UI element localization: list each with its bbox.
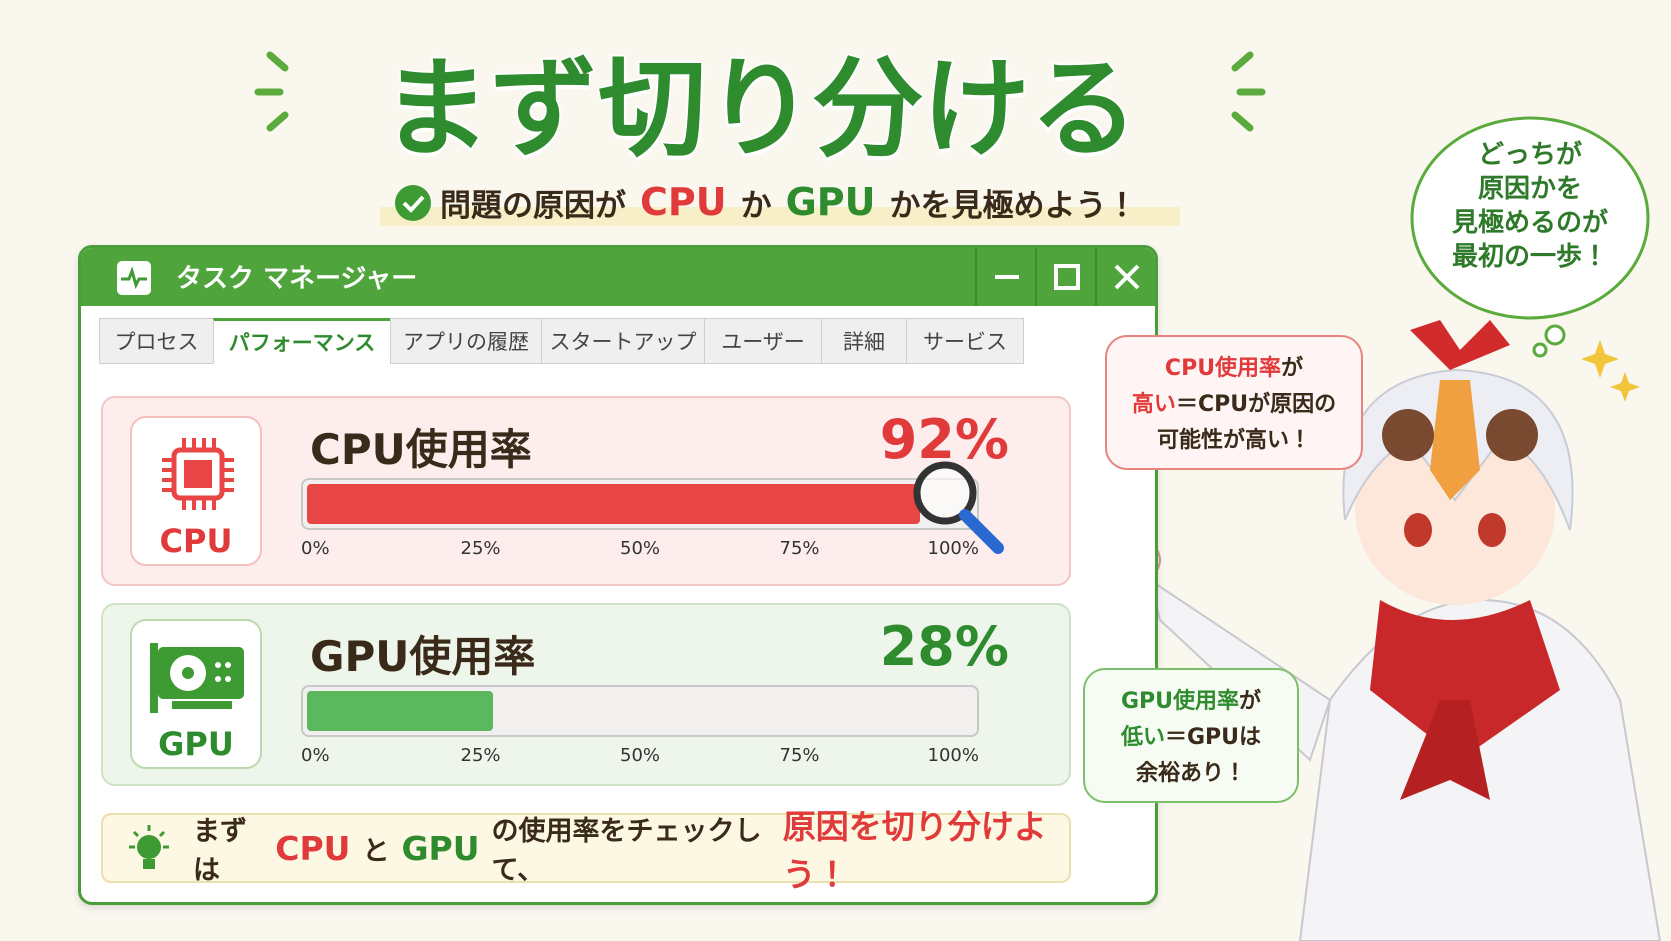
gpu-value: 28% bbox=[879, 615, 1009, 678]
text-part: か bbox=[740, 187, 772, 224]
tip: まずは CPU と GPU の使用率をチェックして、 原因を切り分けよう！ bbox=[101, 807, 1071, 894]
window-title: タスク マネージャー bbox=[176, 264, 418, 294]
cpu-chip-icon bbox=[162, 438, 234, 510]
text-part: かを見極めよう！ bbox=[889, 187, 1138, 224]
text-part: GPU使用率 bbox=[1120, 689, 1240, 714]
cpu-speech-bubble: CPU使用率が 高い＝CPUが原因の 可能性が高い！ bbox=[1105, 335, 1363, 470]
bubble-line: CPU使用率が bbox=[1107, 351, 1361, 387]
text-part: まずは bbox=[193, 816, 247, 886]
cpu-icon-box: CPU bbox=[130, 416, 262, 566]
text-part: CPU bbox=[275, 828, 351, 868]
tab[interactable]: プロセス bbox=[99, 318, 214, 364]
gpu-speech-bubble: GPU使用率が 低い＝GPUは 余裕あり！ bbox=[1083, 668, 1299, 803]
tick-label: 75% bbox=[779, 538, 820, 559]
subtitle: 問題の原因が CPU か GPU かを見極めよう！ bbox=[380, 178, 1180, 226]
text-part: 高い bbox=[1131, 392, 1176, 417]
cpu-ticks: 0% 25% 50% 75% 100% bbox=[301, 538, 979, 562]
tick-label: 50% bbox=[619, 745, 661, 766]
check-icon bbox=[395, 185, 431, 221]
task-manager-window: タスク マネージャー プロセス パフォーマンス アプリの履歴 スタートアップ ユーザー詳… bbox=[78, 245, 1158, 905]
text-part: ＝CPUが原因の bbox=[1175, 392, 1337, 417]
text-part: が bbox=[1239, 689, 1262, 714]
tick-label: 25% bbox=[460, 745, 501, 766]
text-part: GPU bbox=[785, 180, 876, 224]
thought-line: どっちが bbox=[1477, 140, 1582, 170]
thought-cloud bbox=[1410, 116, 1650, 358]
gpu-bar bbox=[307, 691, 494, 731]
magnifier-icon bbox=[913, 461, 1004, 554]
bubble-line: 余裕あり！ bbox=[1085, 756, 1297, 792]
text-part: CPU使用率 bbox=[1164, 356, 1282, 381]
tick-label: 100% bbox=[927, 745, 979, 766]
text-part: 原因を切り分けよう！ bbox=[782, 807, 1047, 894]
tab[interactable]: スタートアップ bbox=[541, 318, 705, 364]
close-button[interactable] bbox=[1095, 248, 1155, 306]
gpu-panel: GPU GPU使用率 28% 0% 25% 50% 75% 100% bbox=[101, 603, 1071, 786]
text-part: 低い bbox=[1120, 725, 1165, 750]
minimize-button[interactable] bbox=[975, 248, 1035, 306]
tick-label: 25% bbox=[460, 538, 501, 559]
tick-label: 0% bbox=[301, 745, 330, 766]
text-part: 余裕あり！ bbox=[1135, 761, 1246, 786]
cpu-panel: CPU CPU使用率 92% 0% 25% 50% 75% 100% bbox=[101, 396, 1071, 586]
cpu-label: CPU使用率 bbox=[310, 425, 532, 474]
bubble-line: 可能性が高い！ bbox=[1107, 423, 1361, 459]
title: まず切り分ける bbox=[380, 46, 1139, 174]
thought-line: 原因かを bbox=[1477, 174, 1582, 204]
lightbulb-icon bbox=[129, 825, 169, 869]
maximize-icon bbox=[1054, 264, 1080, 290]
thought-line: 最初の一歩！ bbox=[1451, 242, 1608, 272]
text-part: CPU bbox=[640, 180, 727, 224]
tab[interactable]: パフォーマンス bbox=[213, 318, 391, 364]
gpu-ticks: 0% 25% 50% 75% 100% bbox=[301, 745, 979, 769]
tick-label: 100% bbox=[927, 538, 979, 559]
title-bar: タスク マネージャー bbox=[81, 248, 1155, 306]
tick-label: 75% bbox=[779, 745, 820, 766]
thought-line: 見極めるのが bbox=[1451, 208, 1608, 238]
bubble-line: GPU使用率が bbox=[1085, 684, 1297, 720]
tab[interactable]: 詳細 bbox=[821, 318, 907, 364]
tab[interactable]: アプリの履歴 bbox=[390, 318, 542, 364]
bubble-line: 低い＝GPUは bbox=[1085, 720, 1297, 756]
text-part: と bbox=[362, 835, 390, 867]
gpu-label: GPU使用率 bbox=[310, 632, 536, 681]
tab[interactable]: ユーザー bbox=[704, 318, 822, 364]
sparkle-lines bbox=[254, 51, 1266, 132]
text-part: が bbox=[1281, 356, 1304, 381]
tick-label: 50% bbox=[619, 538, 661, 559]
cpu-bar bbox=[307, 484, 920, 524]
bubble-line: 高い＝CPUが原因の bbox=[1107, 387, 1361, 423]
cpu-icon-label: CPU bbox=[159, 522, 233, 560]
stars bbox=[1581, 340, 1640, 402]
gpu-card-icon bbox=[150, 643, 244, 713]
cpu-track bbox=[301, 478, 979, 530]
app-icon bbox=[117, 261, 151, 295]
tick-label: 0% bbox=[301, 538, 330, 559]
thought-text: どっちが原因かを見極めるのが 最初の一歩！ bbox=[1410, 138, 1650, 274]
maximize-button[interactable] bbox=[1035, 248, 1095, 306]
text-part: 可能性が高い！ bbox=[1156, 428, 1311, 453]
text-part: の使用率をチェックして、 bbox=[491, 816, 762, 886]
cpu-value: 92% bbox=[879, 408, 1009, 471]
gpu-icon-label: GPU bbox=[158, 725, 234, 763]
gpu-icon-box: GPU bbox=[130, 619, 262, 769]
close-icon bbox=[1114, 264, 1140, 290]
text-part: 問題の原因が bbox=[440, 187, 626, 224]
text-part: GPU bbox=[401, 828, 480, 868]
tab[interactable]: サービス bbox=[906, 318, 1024, 364]
text-part: ＝GPUは bbox=[1164, 725, 1262, 750]
gpu-track bbox=[301, 685, 979, 737]
minimize-icon bbox=[995, 275, 1019, 279]
